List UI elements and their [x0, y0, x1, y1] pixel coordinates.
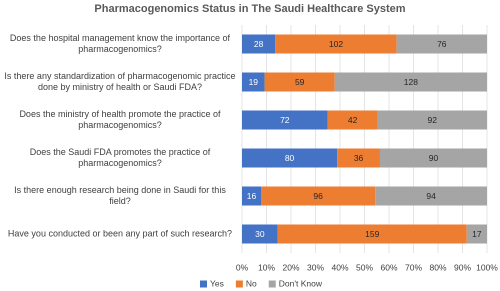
x-tick-label: 100% [476, 262, 498, 272]
x-tick-label: 40% [331, 262, 348, 272]
legend-label: Yes [210, 278, 224, 288]
data-label: 28 [254, 39, 264, 49]
bar [264, 72, 335, 92]
legend-label: Don't Know [279, 278, 323, 288]
x-tick-label: 60% [380, 262, 397, 272]
x-tick-label: 0% [236, 262, 249, 272]
y-tick-label: Have you conducted or been any part of s… [7, 228, 233, 239]
data-label: 80 [285, 153, 295, 163]
data-label: 36 [354, 153, 364, 163]
x-tick-label: 90% [454, 262, 471, 272]
bar [242, 110, 328, 130]
bar [375, 186, 487, 206]
bar [261, 186, 376, 206]
bar [396, 34, 487, 54]
data-label: 92 [428, 115, 438, 125]
data-label: 19 [249, 77, 259, 87]
data-label: 90 [429, 153, 439, 163]
y-tick-label: Does the ministry of health promote the … [19, 109, 221, 130]
y-tick-label: Does the Saudi FDA promotes the practice… [29, 147, 211, 168]
data-label: 159 [365, 229, 379, 239]
data-label: 128 [404, 77, 418, 87]
y-tick-label: Is there any standardization of pharmaco… [4, 71, 236, 92]
legend-swatch [235, 280, 243, 288]
y-tick-label: Does the hospital management know the im… [9, 33, 231, 54]
bar [242, 148, 338, 168]
bar [327, 110, 378, 130]
x-tick-label: 80% [429, 262, 446, 272]
bar [242, 186, 262, 206]
data-label: 30 [255, 229, 265, 239]
data-label: 72 [280, 115, 290, 125]
y-tick-label: Is there enough research being done in S… [14, 185, 226, 206]
data-label: 102 [329, 39, 343, 49]
x-tick-label: 20% [282, 262, 299, 272]
data-label: 94 [426, 191, 436, 201]
bar [242, 34, 276, 54]
bar [275, 34, 397, 54]
x-tick-label: 70% [405, 262, 422, 272]
data-label: 42 [348, 115, 358, 125]
bar [377, 110, 487, 130]
legend-swatch [268, 280, 276, 288]
x-tick-label: 50% [356, 262, 373, 272]
bar [466, 224, 487, 244]
data-label: 16 [247, 191, 257, 201]
bar [379, 148, 487, 168]
data-label: 17 [472, 229, 482, 239]
bar [277, 224, 467, 244]
x-tick-label: 30% [307, 262, 324, 272]
legend-swatch [200, 280, 207, 288]
data-label: 96 [313, 191, 323, 201]
bar [337, 148, 380, 168]
x-tick-label: 10% [258, 262, 275, 272]
data-label: 59 [295, 77, 305, 87]
bar [242, 224, 278, 244]
bar [242, 72, 265, 92]
chart-title: Pharmacogenomics Status in The Saudi Hea… [94, 3, 405, 15]
legend-label: No [246, 278, 257, 288]
bar [334, 72, 487, 92]
data-label: 76 [437, 39, 447, 49]
